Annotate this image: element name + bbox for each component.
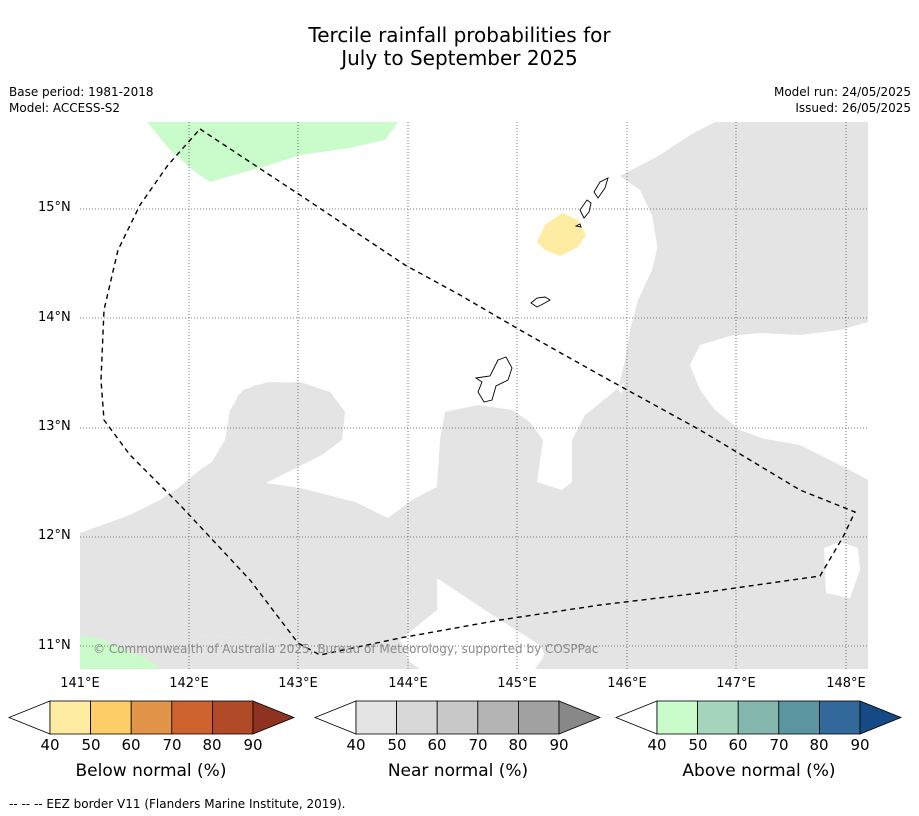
lon-label-148e: 148°E bbox=[826, 676, 866, 691]
islands bbox=[474, 177, 609, 403]
above-normal-colorbar-over-arrow bbox=[859, 700, 903, 735]
above-normal-label: Above normal (%) bbox=[682, 761, 836, 781]
base-period: Base period: 1981-2018 bbox=[9, 85, 154, 99]
below-tick-80: 80 bbox=[202, 736, 222, 754]
below-normal-label: Below normal (%) bbox=[75, 761, 227, 781]
near-normal-label: Near normal (%) bbox=[387, 761, 529, 781]
near-tick-50: 50 bbox=[387, 736, 407, 754]
near-normal-colorbar-segment bbox=[477, 700, 519, 735]
graticule bbox=[80, 122, 868, 669]
near-tick-70: 70 bbox=[468, 736, 488, 754]
above-normal-colorbar-segment bbox=[697, 700, 739, 735]
below-tick-90: 90 bbox=[243, 736, 263, 754]
lat-label-14n: 14°N bbox=[38, 310, 71, 325]
near-normal-colorbar-segment bbox=[396, 700, 438, 735]
below-normal-region bbox=[537, 213, 586, 256]
near-normal-colorbar-segment bbox=[518, 700, 560, 735]
lon-label-147e: 147°E bbox=[716, 676, 756, 691]
below-tick-60: 60 bbox=[121, 736, 141, 754]
near-tick-60: 60 bbox=[427, 736, 447, 754]
model-run: Model run: 24/05/2025 bbox=[773, 85, 911, 99]
above-normal-region-southwest bbox=[80, 636, 160, 669]
island-tinian bbox=[579, 199, 592, 219]
blank-area-east bbox=[824, 542, 860, 598]
near-tick-80: 80 bbox=[508, 736, 528, 754]
lon-label-145e: 145°E bbox=[497, 676, 537, 691]
near-normal-colorbar-segment bbox=[355, 700, 397, 735]
below-normal-colorbar-segment bbox=[211, 700, 254, 735]
near-normal-colorbar-segment bbox=[436, 700, 479, 735]
near-normal-colorbar-under-arrow bbox=[313, 700, 357, 735]
near-normal-region-east bbox=[540, 122, 868, 669]
above-normal-colorbar-segment bbox=[656, 700, 698, 735]
above-normal-colorbar-under-arrow bbox=[614, 700, 658, 735]
above-tick-60: 60 bbox=[728, 736, 748, 754]
lon-label-146e: 146°E bbox=[607, 676, 647, 691]
above-normal-colorbar-segment bbox=[819, 700, 861, 735]
lat-label-13n: 13°N bbox=[38, 419, 71, 434]
eez-footer-note: -- -- -- EEZ border V11 (Flanders Marine… bbox=[9, 797, 346, 811]
above-normal-colorbar-segment bbox=[778, 700, 820, 735]
probability-layer bbox=[80, 122, 868, 669]
issued-date: Issued: 26/05/2025 bbox=[795, 101, 911, 115]
map-copyright: © Commonwealth of Australia 2025, Bureau… bbox=[93, 642, 599, 656]
above-tick-70: 70 bbox=[769, 736, 789, 754]
eez-border bbox=[100, 128, 856, 656]
above-tick-40: 40 bbox=[647, 736, 667, 754]
below-normal-colorbar-segment bbox=[90, 700, 132, 735]
island-guam bbox=[474, 356, 513, 403]
lat-label-12n: 12°N bbox=[38, 528, 71, 543]
below-normal-colorbar-over-arrow bbox=[252, 700, 296, 735]
near-normal-region-southwest bbox=[80, 382, 437, 640]
above-tick-50: 50 bbox=[688, 736, 708, 754]
metadata-right: Model run: 24/05/2025 Issued: 26/05/2025 bbox=[774, 84, 911, 116]
model-name: Model: ACCESS-S2 bbox=[9, 101, 121, 115]
below-normal-colorbar-segment bbox=[49, 700, 91, 735]
above-tick-90: 90 bbox=[850, 736, 870, 754]
near-normal-colorbar-over-arrow bbox=[558, 700, 602, 735]
lon-label-144e: 144°E bbox=[388, 676, 428, 691]
lon-label-141e: 141°E bbox=[60, 676, 100, 691]
above-tick-80: 80 bbox=[809, 736, 829, 754]
below-tick-40: 40 bbox=[40, 736, 60, 754]
lon-label-143e: 143°E bbox=[278, 676, 318, 691]
map-title-line2: July to September 2025 bbox=[341, 46, 578, 70]
below-normal-colorbar-segment bbox=[171, 700, 213, 735]
below-tick-70: 70 bbox=[162, 736, 182, 754]
below-normal-colorbar-under-arrow bbox=[7, 700, 51, 735]
metadata-left: Base period: 1981-2018 Model: ACCESS-S2 bbox=[9, 84, 154, 116]
above-normal-region-north bbox=[147, 122, 398, 182]
lon-label-142e: 142°E bbox=[169, 676, 209, 691]
map-title-line1: Tercile rainfall probabilities for bbox=[308, 23, 611, 47]
island-aguijan bbox=[574, 223, 582, 228]
above-normal-colorbar-segment bbox=[737, 700, 780, 735]
below-tick-50: 50 bbox=[81, 736, 101, 754]
below-normal-colorbar-segment bbox=[130, 700, 173, 735]
island-rota bbox=[530, 296, 551, 308]
lat-label-11n: 11°N bbox=[38, 638, 71, 653]
island-saipan bbox=[593, 177, 609, 199]
near-tick-90: 90 bbox=[549, 736, 569, 754]
lat-label-15n: 15°N bbox=[38, 200, 71, 215]
near-tick-40: 40 bbox=[346, 736, 366, 754]
